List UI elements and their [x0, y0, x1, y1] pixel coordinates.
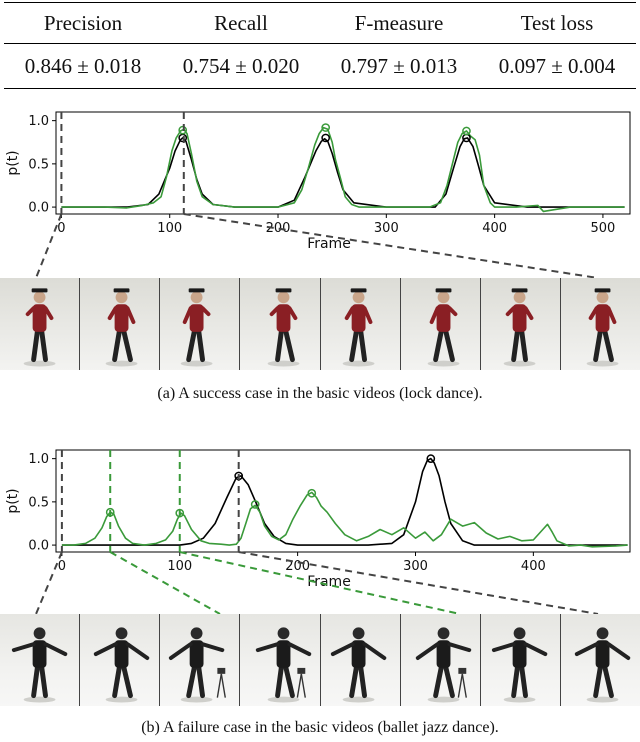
video-frame: [399, 278, 480, 370]
y-tick-label: 0.0: [28, 539, 49, 554]
prediction-line: [61, 491, 628, 548]
dancer-figure: [256, 627, 312, 703]
header-test-loss: Test loss: [478, 2, 636, 44]
dancer-figure: [415, 627, 471, 703]
metrics-value-row: 0.846 ± 0.018 0.754 ± 0.020 0.797 ± 0.01…: [4, 43, 636, 89]
video-frame: [239, 614, 320, 706]
frame-strip-a: [0, 278, 640, 370]
caption-b: (b) A failure case in the basic videos (…: [141, 719, 499, 736]
video-frame: [559, 614, 640, 706]
dancer-figure: [181, 288, 213, 367]
x-tick-label: 100: [167, 559, 192, 574]
y-axis-label: p(t): [5, 488, 21, 513]
header-f-measure: F-measure: [320, 2, 478, 44]
video-frame: [79, 614, 160, 706]
dancer-figure: [342, 288, 374, 367]
ground-truth-peak-marker: [426, 454, 436, 463]
caption-a: (a) A success case in the basic videos (…: [157, 385, 483, 402]
x-tick-label: 400: [482, 221, 507, 236]
y-tick-label: 0.0: [28, 201, 49, 216]
dancer-figure: [23, 288, 56, 367]
video-frame: [159, 614, 240, 706]
metrics-header-row: Precision Recall F-measure Test loss: [4, 2, 636, 44]
y-tick-label: 1.0: [28, 114, 49, 129]
video-frame: [0, 614, 80, 706]
x-tick-label: 400: [521, 559, 546, 574]
video-frame: [79, 278, 160, 370]
value-precision: 0.846 ± 0.018: [4, 43, 162, 89]
value-recall: 0.754 ± 0.020: [162, 43, 320, 89]
dancer-figure: [11, 627, 68, 703]
x-axis-label: Frame: [307, 574, 351, 590]
video-frame: [479, 614, 560, 706]
video-frame: [559, 278, 640, 370]
value-f-measure: 0.797 ± 0.013: [320, 43, 478, 89]
video-frame: [319, 614, 400, 706]
header-precision: Precision: [4, 2, 162, 44]
prediction-peak-marker: [307, 488, 317, 498]
x-tick-label: 100: [157, 221, 182, 236]
chart-a: 0 100 200 300 400 500 0.0 0.5 1.0 Frame p(t): [5, 111, 631, 278]
dancer-figure: [491, 627, 548, 703]
dancer-figure: [427, 288, 459, 367]
ground-truth-line: [61, 457, 628, 546]
ground-truth-peak-marker: [321, 133, 331, 143]
prediction-peak-marker: [321, 123, 331, 132]
dancer-figure: [93, 627, 150, 703]
x-tick-label: 0: [58, 559, 66, 574]
dancer-figure: [586, 288, 619, 367]
dancer-figure: [268, 288, 300, 367]
prediction-line: [61, 126, 625, 213]
video-frame: [239, 278, 320, 370]
video-frame: [399, 614, 480, 706]
video-frame: [159, 278, 240, 370]
video-frame: [0, 278, 80, 370]
dancer-figure: [330, 627, 386, 703]
x-tick-label: 300: [374, 221, 399, 236]
y-tick-label: 0.5: [28, 157, 49, 172]
header-recall: Recall: [162, 2, 320, 44]
frame-connector-line: [238, 551, 599, 614]
value-test-loss: 0.097 ± 0.004: [478, 43, 636, 89]
plot-frame: [55, 111, 631, 215]
y-tick-label: 1.0: [28, 452, 49, 467]
metrics-table: Precision Recall F-measure Test loss 0.8…: [4, 2, 636, 89]
dancer-figure: [574, 627, 631, 703]
x-tick-label: 500: [591, 221, 616, 236]
frame-connector-line: [183, 213, 599, 278]
y-axis-label: p(t): [5, 150, 21, 175]
video-frame: [319, 278, 400, 370]
x-tick-label: 300: [403, 559, 428, 574]
frame-connector-line: [109, 551, 221, 614]
x-tick-label: 200: [266, 221, 291, 236]
prediction-peak-marker: [250, 500, 260, 509]
dancer-figure: [105, 288, 138, 367]
y-tick-label: 0.5: [28, 495, 49, 510]
dancer-figure: [503, 288, 536, 367]
plot-frame: [55, 449, 631, 553]
frame-strip-b: [0, 614, 640, 706]
ground-truth-line: [61, 137, 625, 208]
x-tick-label: 0: [57, 221, 65, 236]
x-axis-label: Frame: [307, 236, 351, 252]
dancer-figure: [169, 627, 227, 703]
prediction-peak-marker: [462, 126, 471, 136]
video-frame: [479, 278, 560, 370]
prediction-peak-marker: [178, 125, 188, 135]
